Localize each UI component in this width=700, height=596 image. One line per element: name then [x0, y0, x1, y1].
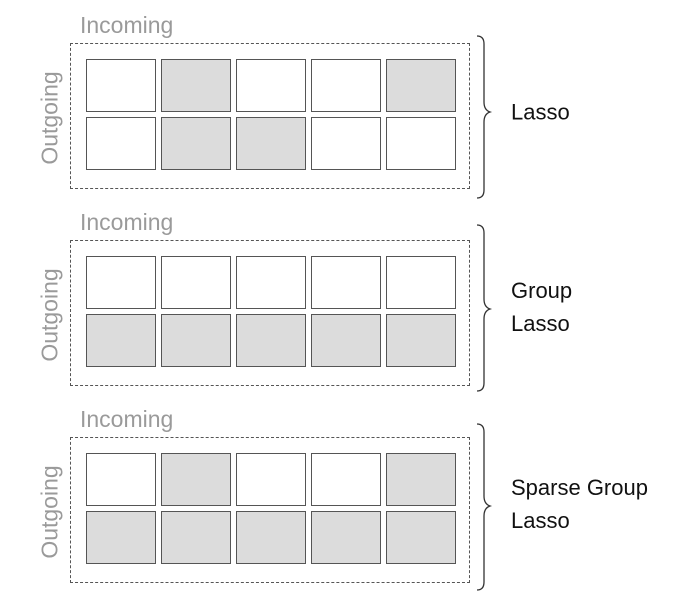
selected-weight-cell	[311, 314, 381, 367]
selected-weight-cell	[311, 511, 381, 564]
zero-weight-cell	[386, 256, 456, 309]
selected-weight-cell	[161, 453, 231, 506]
method-label: Sparse Group Lasso	[511, 471, 648, 537]
selected-weight-cell	[161, 511, 231, 564]
selected-weight-cell	[161, 117, 231, 170]
zero-weight-cell	[311, 59, 381, 112]
zero-weight-cell	[311, 256, 381, 309]
zero-weight-cell	[386, 117, 456, 170]
selected-weight-cell	[386, 453, 456, 506]
weight-matrix	[86, 453, 456, 567]
method-label: Group Lasso	[511, 274, 572, 340]
incoming-label: Incoming	[80, 406, 174, 432]
incoming-label: Incoming	[80, 12, 174, 38]
outgoing-label: Outgoing	[36, 71, 63, 165]
zero-weight-cell	[86, 117, 156, 170]
zero-weight-cell	[236, 59, 306, 112]
method-label-line: Lasso	[511, 99, 570, 125]
zero-weight-cell	[86, 256, 156, 309]
zero-weight-cell	[311, 453, 381, 506]
method-label-line: Group	[511, 278, 573, 303]
method-label-line: Lasso	[511, 311, 570, 336]
selected-weight-cell	[236, 117, 306, 170]
right-brace	[476, 423, 493, 591]
selected-weight-cell	[236, 511, 306, 564]
selected-weight-cell	[86, 511, 156, 564]
selected-weight-cell	[236, 314, 306, 367]
zero-weight-cell	[86, 59, 156, 112]
selected-weight-cell	[161, 59, 231, 112]
outgoing-label: Outgoing	[36, 465, 63, 559]
zero-weight-cell	[311, 117, 381, 170]
zero-weight-cell	[86, 453, 156, 506]
outgoing-label: Outgoing	[36, 268, 63, 362]
panel-lasso: Incoming Outgoing Lasso	[0, 6, 700, 202]
weight-matrix	[86, 59, 456, 173]
weight-matrix	[86, 256, 456, 370]
method-label: Lasso	[511, 96, 570, 129]
method-label-line: Sparse Group	[511, 475, 648, 500]
panel-group-lasso: Incoming Outgoing Group Lasso	[0, 203, 700, 399]
dashed-frame	[70, 437, 470, 583]
dashed-frame	[70, 43, 470, 189]
zero-weight-cell	[161, 256, 231, 309]
incoming-label: Incoming	[80, 209, 174, 235]
method-label-line: Lasso	[511, 508, 570, 533]
panel-sparse-group-lasso: Incoming Outgoing Sparse Group Lasso	[0, 400, 700, 596]
selected-weight-cell	[386, 511, 456, 564]
zero-weight-cell	[236, 256, 306, 309]
right-brace	[476, 224, 493, 392]
selected-weight-cell	[386, 59, 456, 112]
selected-weight-cell	[161, 314, 231, 367]
selected-weight-cell	[86, 314, 156, 367]
dashed-frame	[70, 240, 470, 386]
right-brace	[476, 35, 493, 199]
zero-weight-cell	[236, 453, 306, 506]
selected-weight-cell	[386, 314, 456, 367]
